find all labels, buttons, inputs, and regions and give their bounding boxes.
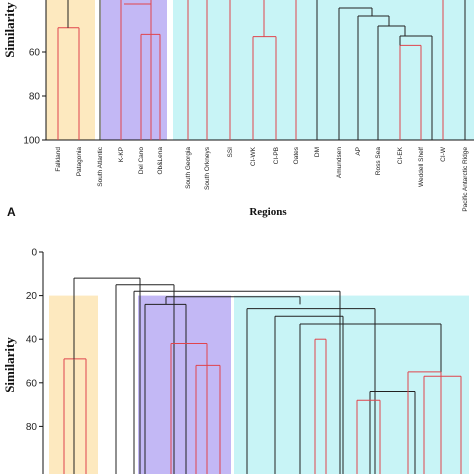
leaf-label: South Georgia bbox=[185, 147, 192, 189]
panel-b-y-tick-label: 40 bbox=[26, 335, 38, 346]
panel-a-shade-3 bbox=[173, 0, 474, 140]
leaf-label: South Orkneys bbox=[204, 146, 211, 190]
leaf-label: K-KP bbox=[118, 147, 125, 162]
panel-a-label: A bbox=[7, 205, 16, 219]
panel-b-shade-2 bbox=[138, 295, 231, 474]
panel-a-y-axis-title: Similarity bbox=[2, 2, 17, 58]
leaf-label: Patagonia bbox=[76, 147, 83, 177]
panel-b-y-axis-title: Similarity bbox=[2, 337, 17, 393]
leaf-label: CI-W bbox=[440, 146, 447, 162]
axes: 60 80 100 0 20 40 60 80 bbox=[23, 0, 474, 474]
leaf-label: CI-EK bbox=[397, 146, 404, 164]
leaf-label: Weddell Shelf bbox=[418, 147, 425, 187]
leaf-labels: Falkland Patagonia South Atlantic K-KP Del C… bbox=[55, 146, 469, 212]
leaf-label: SSI bbox=[227, 147, 234, 158]
panel-b-y-tick-label: 0 bbox=[31, 248, 37, 259]
leaf-label: Pacific Antarctic Ridge bbox=[462, 147, 469, 212]
leaf-label: South Atlantic bbox=[97, 146, 104, 186]
leaf-label: Ob&Lena bbox=[157, 147, 164, 175]
cluster-shading bbox=[46, 0, 474, 474]
panel-b-y-tick-label: 20 bbox=[26, 291, 38, 302]
panel-a-y-tick-label: 60 bbox=[29, 48, 41, 59]
leaf-label: AP bbox=[355, 147, 362, 156]
panel-a-x-axis-title: Regions bbox=[249, 206, 287, 218]
panel-b-y-tick-label: 60 bbox=[26, 378, 38, 389]
panel-b-shade-3 bbox=[234, 295, 469, 474]
panel-a-y-tick-label: 100 bbox=[23, 136, 40, 147]
leaf-label: Oates bbox=[293, 146, 300, 164]
leaf-label: CI-WK bbox=[250, 146, 257, 166]
panel-a-shade-2 bbox=[101, 0, 167, 140]
leaf-label: Del Cano bbox=[138, 147, 145, 174]
leaf-label: DM bbox=[314, 147, 321, 157]
dendrogram-links bbox=[57, 0, 466, 474]
panel-a-shade-1 bbox=[46, 0, 95, 140]
leaf-label: Ross Sea bbox=[375, 147, 382, 176]
leaf-label: CI-PB bbox=[273, 147, 280, 164]
leaf-label: Amundsen bbox=[336, 147, 343, 178]
leaf-label: Falkland bbox=[55, 147, 62, 172]
panel-a-y-tick-label: 80 bbox=[29, 92, 41, 103]
panel-b-y-tick-label: 80 bbox=[26, 422, 38, 433]
